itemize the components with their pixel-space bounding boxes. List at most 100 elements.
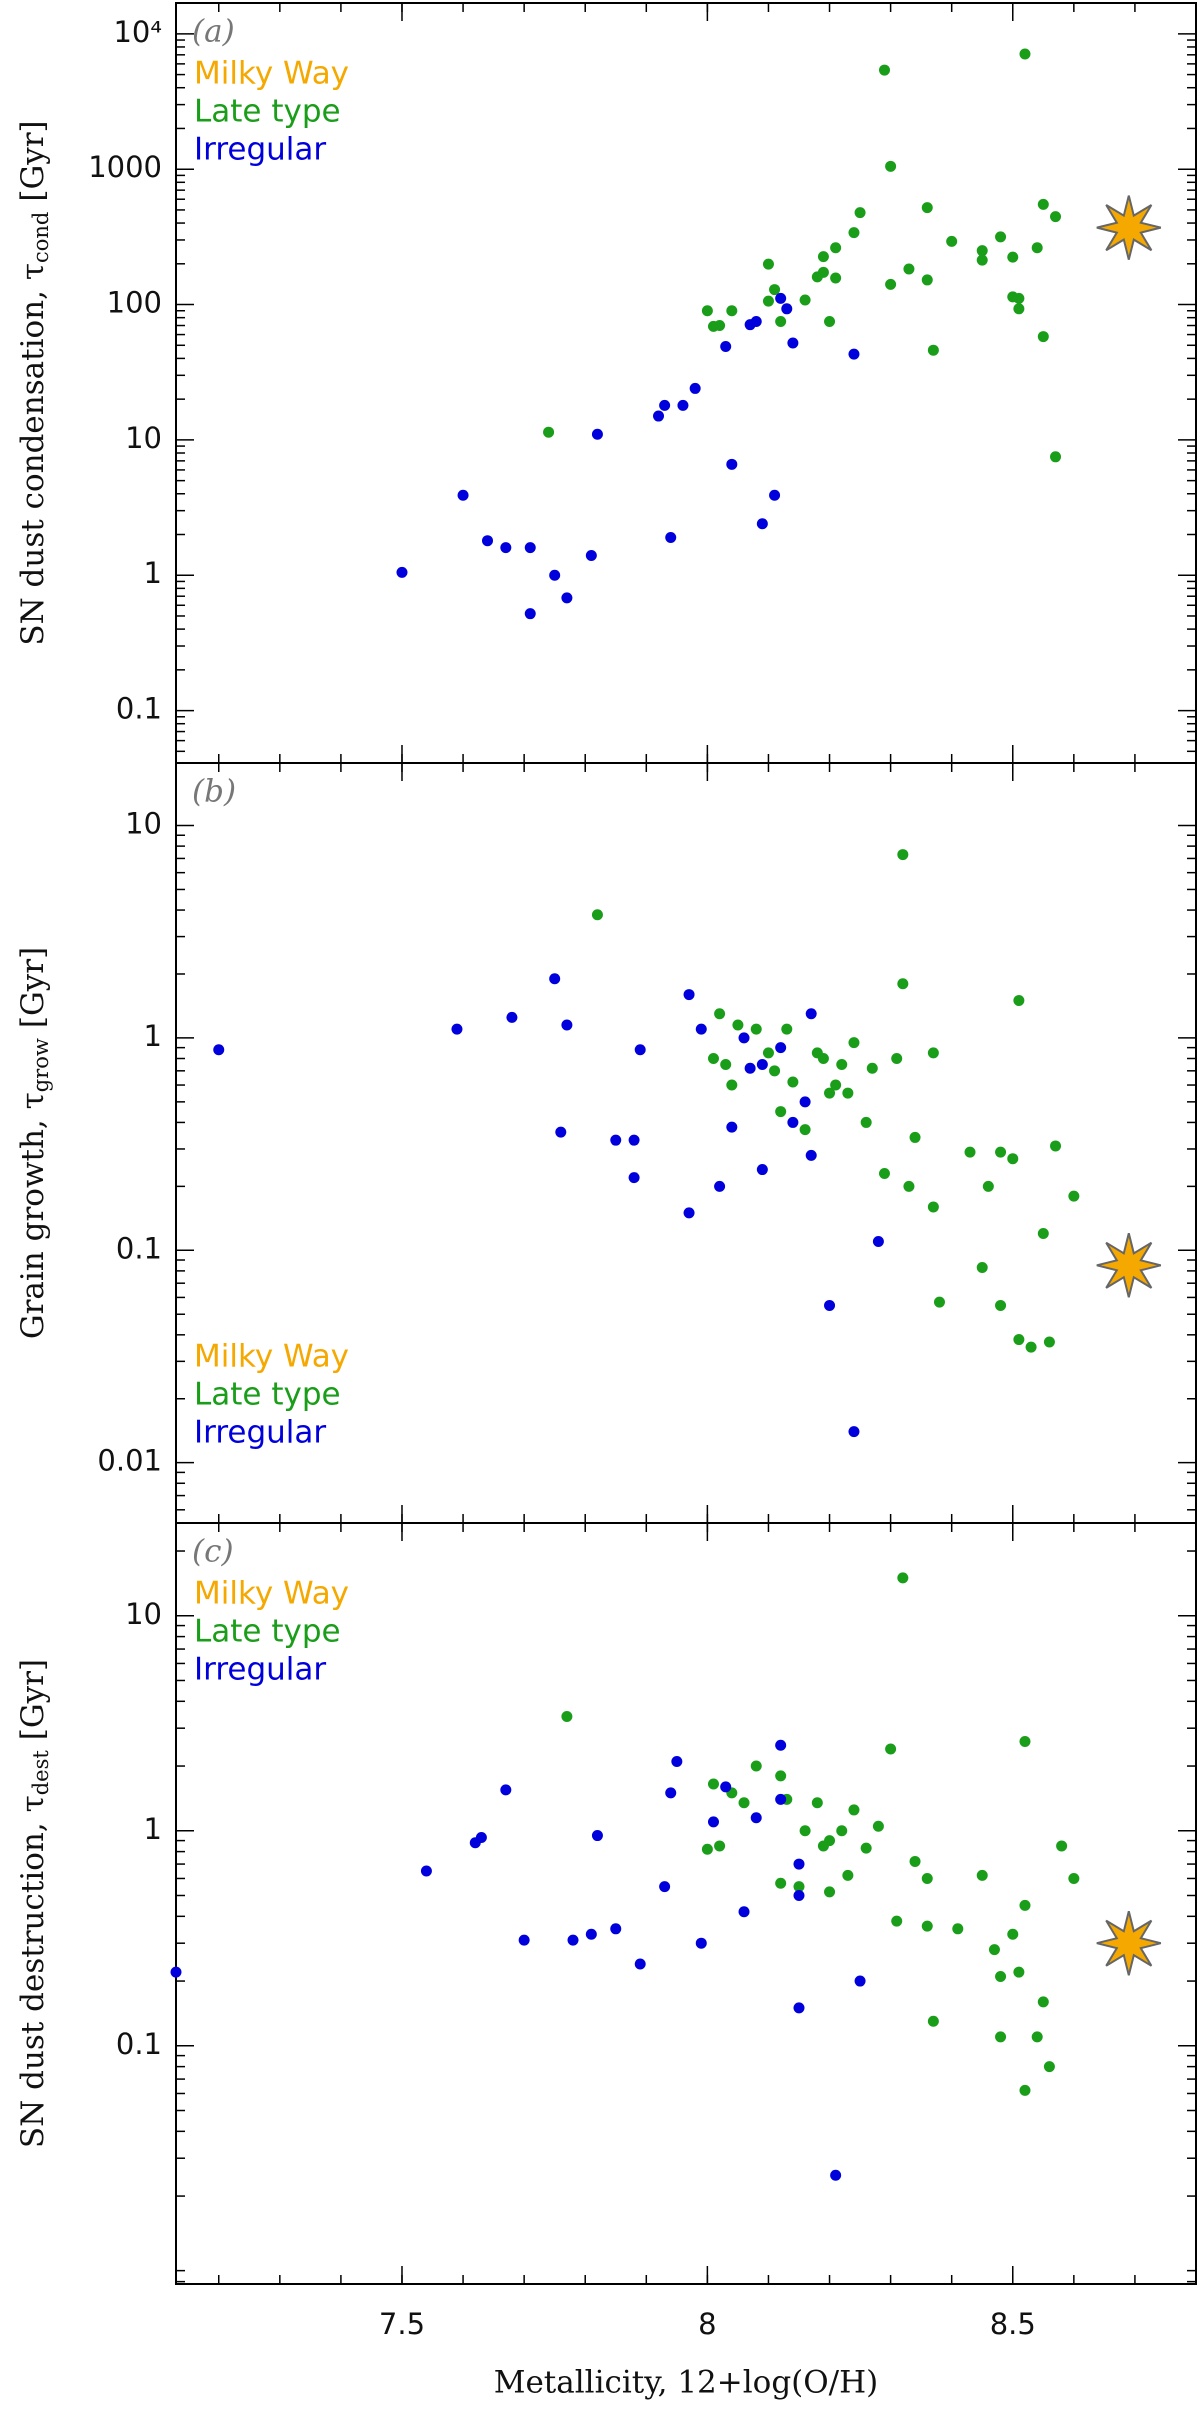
y-axis-label-text: SN dust condensation, τ [15, 263, 51, 646]
data-point [634, 1044, 646, 1056]
data-point [891, 1053, 903, 1065]
data-point [561, 1710, 573, 1722]
data-point [897, 849, 909, 861]
data-point [762, 1047, 774, 1059]
data-point [921, 202, 933, 214]
data-point [775, 1106, 787, 1118]
data-point [714, 1180, 726, 1192]
data-point [964, 1146, 976, 1158]
data-point [824, 315, 836, 327]
data-point [738, 1906, 750, 1918]
data-point [726, 1079, 738, 1091]
data-point [1031, 242, 1043, 254]
data-point [689, 382, 701, 394]
data-point [781, 1023, 793, 1035]
data-point [750, 1760, 762, 1772]
data-point [903, 263, 915, 275]
data-point [720, 1781, 732, 1793]
data-point [1050, 1140, 1062, 1152]
data-point [976, 245, 988, 257]
data-point [396, 566, 408, 578]
data-point [591, 428, 603, 440]
panel-label: (c) [192, 1534, 234, 1570]
y-tick-label: 0.01 [97, 1444, 162, 1478]
data-point [1013, 303, 1025, 315]
data-point [842, 1869, 854, 1881]
data-point [927, 2015, 939, 2027]
y-axis-label-sub: grow [29, 1038, 53, 1092]
x-tick-label: 7.5 [379, 2307, 425, 2341]
data-point [585, 1928, 597, 1940]
data-point [781, 303, 793, 315]
data-point [500, 1784, 512, 1796]
data-point [653, 410, 665, 422]
data-point [848, 227, 860, 239]
data-point [750, 315, 762, 327]
plot-frame [175, 1522, 1197, 2285]
data-point [817, 266, 829, 278]
data-point [671, 1755, 683, 1767]
data-point [903, 1180, 915, 1192]
data-point [1007, 251, 1019, 263]
data-point [921, 274, 933, 286]
data-point [549, 973, 561, 985]
data-point [927, 344, 939, 356]
data-point [750, 1812, 762, 1824]
data-point [787, 337, 799, 349]
data-point [720, 340, 732, 352]
legend-entry: Late type [194, 94, 341, 130]
data-point [775, 315, 787, 327]
y-tick-label: 1 [144, 556, 162, 590]
data-point [683, 1207, 695, 1219]
data-point [726, 305, 738, 317]
data-point [762, 258, 774, 270]
milky-way-star [1096, 195, 1162, 260]
y-tick-label: 10⁴ [113, 15, 162, 49]
x-tick-label: 8 [698, 2307, 716, 2341]
data-point [769, 489, 781, 501]
data-point [976, 1869, 988, 1881]
data-point [1037, 1996, 1049, 2008]
y-tick-label: 10 [125, 1597, 162, 1631]
data-point [866, 1062, 878, 1074]
data-point [927, 1201, 939, 1213]
y-axis-label-text: Grain growth, τ [15, 1092, 51, 1339]
data-point [524, 608, 536, 620]
data-point [860, 1116, 872, 1128]
data-point [885, 278, 897, 290]
data-point [897, 1572, 909, 1584]
data-point [933, 1296, 945, 1308]
data-point [995, 231, 1007, 243]
data-point [848, 1037, 860, 1049]
data-point [817, 251, 829, 263]
data-point [506, 1011, 518, 1023]
data-point [561, 592, 573, 604]
data-point [1037, 331, 1049, 343]
data-point [848, 1804, 860, 1816]
data-point [738, 1032, 750, 1044]
y-tick-label: 1000 [88, 150, 162, 184]
y-axis-label: SN dust condensation, τcond [Gyr] [15, 120, 53, 645]
legend-entry: Irregular [194, 1415, 326, 1451]
data-point [793, 1881, 805, 1893]
y-axis-label-sub: dest [29, 1750, 53, 1796]
y-axis-label-unit: [Gyr] [15, 947, 51, 1028]
data-point [500, 542, 512, 554]
data-point [909, 1131, 921, 1143]
data-point [927, 1047, 939, 1059]
legend-entry: Irregular [194, 1652, 326, 1688]
data-point [1013, 1334, 1025, 1346]
data-point [756, 518, 768, 530]
data-point [714, 320, 726, 332]
data-point [561, 1019, 573, 1031]
data-point [701, 305, 713, 317]
data-point [677, 399, 689, 411]
data-point [824, 1886, 836, 1898]
data-point [1007, 1928, 1019, 1940]
data-point [420, 1865, 432, 1877]
data-point [1013, 292, 1025, 304]
y-axis-label: SN dust destruction, τdest [Gyr] [15, 1659, 53, 2148]
data-point [799, 1825, 811, 1837]
